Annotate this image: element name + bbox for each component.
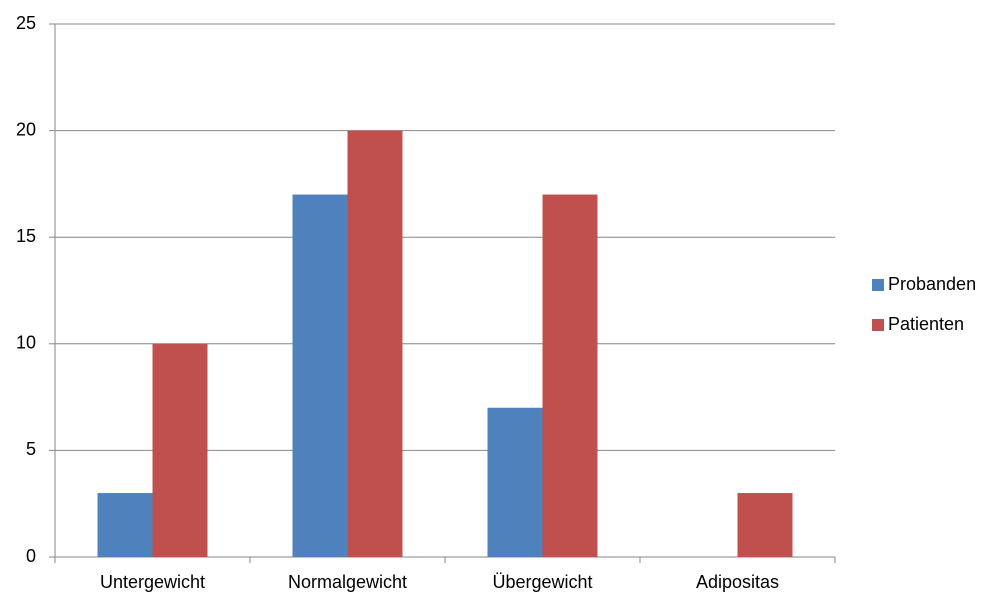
y-tick-label: 25 xyxy=(16,13,36,33)
bar xyxy=(292,194,348,557)
legend-swatch xyxy=(872,319,884,331)
y-tick-label: 5 xyxy=(26,439,36,459)
x-tick-label: Normalgewicht xyxy=(288,572,407,592)
x-tick-label: Adipositas xyxy=(696,572,779,592)
bar xyxy=(97,493,153,557)
y-tick-label: 0 xyxy=(26,546,36,566)
x-tick-label: Untergewicht xyxy=(100,572,205,592)
legend-label: Patienten xyxy=(888,314,964,334)
x-tick-label: Übergewicht xyxy=(492,572,592,592)
y-tick-label: 10 xyxy=(16,333,36,353)
y-tick-label: 20 xyxy=(16,119,36,139)
bar xyxy=(487,407,543,557)
legend-label: Probanden xyxy=(888,274,976,294)
bar xyxy=(152,343,208,557)
bar xyxy=(737,493,793,557)
y-tick-label: 15 xyxy=(16,226,36,246)
bar xyxy=(347,130,403,557)
bar xyxy=(542,194,598,557)
legend-swatch xyxy=(872,279,884,291)
